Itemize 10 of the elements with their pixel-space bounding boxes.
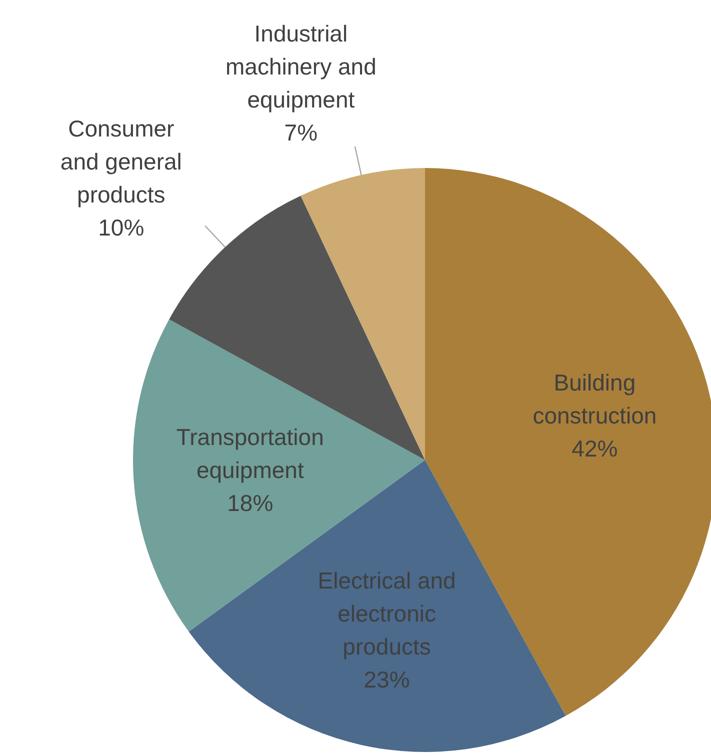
slice-label: Consumer and general products — [60, 116, 182, 208]
slice-label: Electrical and electronic products — [318, 567, 456, 660]
data-label: 10% — [98, 214, 144, 241]
slice-label: Transportation equipment — [176, 424, 324, 483]
data-label: 23% — [364, 666, 410, 692]
data-label: 18% — [227, 490, 274, 516]
data-label: 42% — [572, 435, 618, 462]
slice-label: Industrial machinery and equipment — [225, 20, 376, 112]
slice-label: Building construction — [532, 369, 657, 428]
data-label: 7% — [284, 119, 318, 146]
